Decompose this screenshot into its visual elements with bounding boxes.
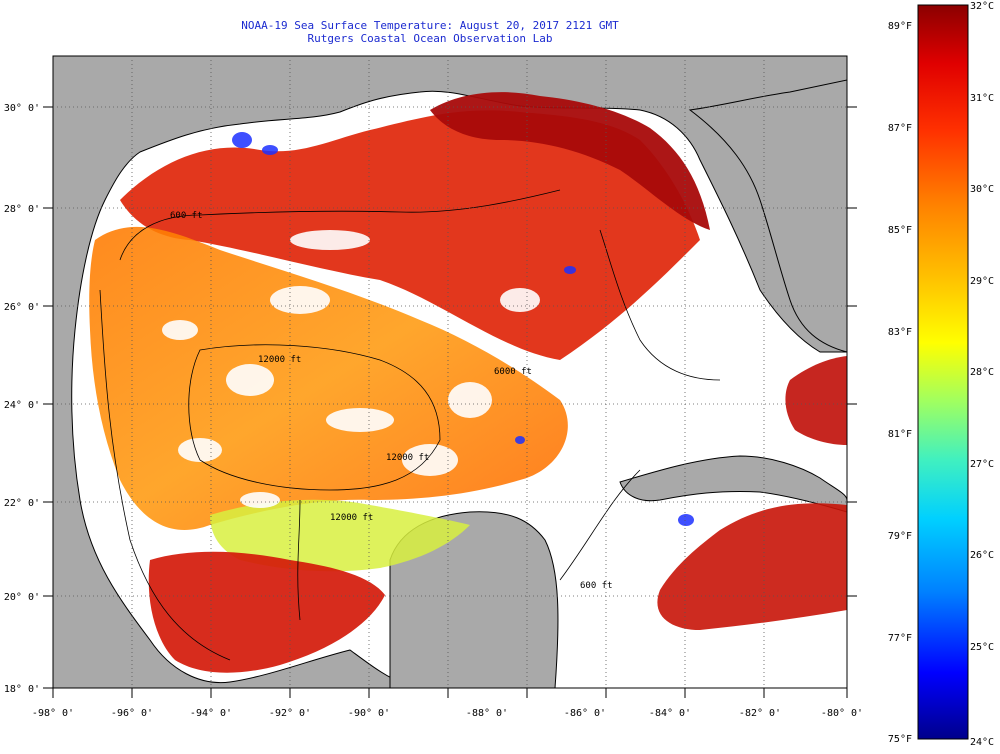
colorbar-fahrenheit-label: 77°F: [888, 633, 912, 644]
lat-tick-label: 28° 0': [4, 204, 40, 215]
colorbar-celsius-label: 26°C: [970, 550, 994, 561]
lon-tick-label: -98° 0': [32, 708, 74, 719]
graticule: [53, 56, 847, 688]
colorbar-fahrenheit-label: 87°F: [888, 123, 912, 134]
bathymetry-contours: [99, 189, 721, 661]
contour-label: 6000 ft: [494, 367, 532, 377]
lon-tick-label: -90° 0': [348, 708, 390, 719]
sst-campeche-cool: [210, 499, 470, 572]
lon-tick-label: -80° 0': [821, 708, 863, 719]
map-title: NOAA-19 Sea Surface Temperature: August …: [241, 19, 619, 32]
lat-tick-label: 30° 0': [4, 103, 40, 114]
colorbar-celsius-label: 25°C: [970, 642, 994, 653]
colorbar-fahrenheit-label: 85°F: [888, 225, 912, 236]
axis-ticks: [43, 106, 857, 698]
contour-label: 600 ft: [170, 211, 203, 221]
contour-label: 12000 ft: [386, 453, 429, 463]
colorbar-celsius-label: 30°C: [970, 184, 994, 195]
colorbar-fahrenheit-label: 79°F: [888, 531, 912, 542]
sst-florida-straits-warm: [785, 356, 847, 445]
cold-pixels: [232, 132, 694, 526]
lon-tick-label: -92° 0': [269, 708, 311, 719]
colorbar-celsius-label: 28°C: [970, 367, 994, 378]
lon-tick-label: -88° 0': [466, 708, 508, 719]
sst-northern-gulf: [120, 110, 700, 360]
map-subtitle: Rutgers Coastal Ocean Observation Lab: [307, 32, 553, 45]
lat-tick-label: 20° 0': [4, 592, 40, 603]
lat-tick-label: 18° 0': [4, 684, 40, 695]
colorbar-celsius-label: 32°C: [970, 1, 994, 12]
colorbar-celsius-label: 31°C: [970, 93, 994, 104]
lon-tick-label: -86° 0': [564, 708, 606, 719]
lon-tick-label: -82° 0': [739, 708, 781, 719]
colorbar-fahrenheit-label: 83°F: [888, 327, 912, 338]
sst-caribbean-warm: [657, 503, 847, 630]
colorbar-fahrenheit-label: 81°F: [888, 429, 912, 440]
lat-tick-label: 22° 0': [4, 498, 40, 509]
colorbar-celsius-label: 29°C: [970, 276, 994, 287]
colorbar-fahrenheit-label: 89°F: [888, 21, 912, 32]
colorbar-fahrenheit-label: 75°F: [888, 734, 912, 745]
sst-bay-of-campeche-warm: [148, 551, 385, 673]
lat-tick-label: 26° 0': [4, 302, 40, 313]
lon-tick-label: -84° 0': [649, 708, 691, 719]
cuba-island: [619, 455, 847, 513]
lon-tick-label: -94° 0': [190, 708, 232, 719]
sst-mississippi-delta-warm: [430, 92, 710, 230]
florida-peninsula: [688, 79, 847, 353]
colorbar-celsius-label: 27°C: [970, 459, 994, 470]
colorbar-celsius-label: 24°C: [970, 737, 994, 748]
contour-label: 12000 ft: [330, 513, 373, 523]
lon-tick-label: -96° 0': [111, 708, 153, 719]
lat-tick-label: 24° 0': [4, 400, 40, 411]
contour-label: 600 ft: [580, 581, 613, 591]
colorbar: [917, 4, 969, 740]
map-border: [52, 55, 848, 689]
contour-label: 12000 ft: [258, 355, 301, 365]
cloud-cover: [162, 230, 540, 508]
